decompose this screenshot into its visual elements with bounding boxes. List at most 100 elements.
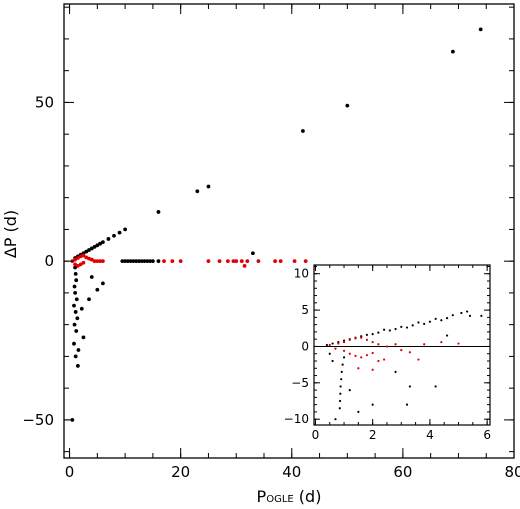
data-point-red bbox=[348, 352, 351, 355]
data-point-red bbox=[334, 347, 337, 350]
inset-background bbox=[314, 265, 490, 425]
data-point-black bbox=[100, 281, 105, 286]
data-point-red bbox=[256, 259, 261, 264]
data-point-red bbox=[371, 351, 374, 355]
data-point-black bbox=[405, 403, 409, 406]
data-point-red bbox=[423, 343, 426, 346]
data-point-black bbox=[417, 321, 420, 324]
main-x-tick-label: 80 bbox=[504, 463, 520, 481]
data-point-black bbox=[466, 310, 469, 313]
data-point-red bbox=[417, 358, 420, 361]
main-y-tick-label: −50 bbox=[22, 411, 54, 429]
data-point-red bbox=[162, 259, 166, 264]
data-point-black bbox=[388, 329, 391, 332]
data-point-red bbox=[457, 342, 460, 345]
data-point-black bbox=[95, 287, 100, 292]
data-point-black bbox=[73, 354, 78, 359]
data-point-red bbox=[73, 262, 78, 267]
data-point-black bbox=[73, 291, 78, 295]
data-point-black bbox=[87, 297, 91, 302]
data-point-black bbox=[125, 259, 130, 264]
data-point-black bbox=[411, 324, 414, 327]
data-point-red bbox=[98, 259, 103, 264]
data-point-red bbox=[342, 340, 346, 344]
data-point-black bbox=[73, 271, 78, 276]
data-point-red bbox=[81, 253, 86, 258]
data-point-red bbox=[75, 256, 80, 260]
data-point-red bbox=[73, 257, 78, 262]
data-point-black bbox=[137, 259, 141, 264]
x-axis-title-unit: (d) bbox=[294, 487, 322, 506]
data-point-red bbox=[394, 343, 397, 346]
data-point-black bbox=[206, 184, 211, 189]
data-point-black bbox=[72, 341, 76, 346]
data-point-red bbox=[348, 338, 351, 342]
data-point-black bbox=[89, 246, 94, 251]
data-point-black bbox=[300, 129, 305, 133]
data-point-red bbox=[360, 336, 363, 339]
data-point-black bbox=[440, 319, 443, 322]
data-point-red bbox=[354, 354, 357, 358]
main-x-tick-label: 20 bbox=[171, 463, 190, 481]
data-point-red bbox=[408, 351, 411, 354]
data-point-black bbox=[100, 240, 105, 245]
data-point-black bbox=[74, 278, 79, 283]
inset-x-tick-label: 6 bbox=[483, 428, 491, 442]
data-point-red bbox=[231, 259, 236, 264]
data-point-black bbox=[134, 259, 139, 264]
data-point-red bbox=[78, 262, 83, 267]
inset-y-tick-label: 5 bbox=[301, 303, 309, 317]
data-point-red bbox=[178, 259, 183, 264]
inset-y-tick-label: −5 bbox=[291, 376, 309, 390]
data-point-red bbox=[239, 259, 244, 264]
inset-plot-frame bbox=[313, 264, 491, 426]
data-point-black bbox=[340, 370, 343, 374]
data-point-black bbox=[81, 335, 86, 340]
data-point-black bbox=[371, 332, 374, 336]
main-x-tick-label: 0 bbox=[65, 463, 75, 481]
data-point-black bbox=[73, 265, 78, 270]
data-point-black bbox=[73, 310, 78, 314]
main-y-tick-label: 50 bbox=[35, 93, 54, 111]
data-point-black bbox=[95, 243, 100, 248]
data-point-black bbox=[250, 251, 255, 256]
data-point-red bbox=[385, 345, 389, 348]
data-point-black bbox=[331, 342, 334, 345]
data-point-red bbox=[81, 260, 86, 265]
data-point-black bbox=[423, 322, 426, 326]
data-point-black bbox=[156, 210, 161, 214]
data-point-red bbox=[400, 348, 403, 352]
inset-x-tick-label: 4 bbox=[426, 428, 434, 442]
data-point-black bbox=[468, 314, 472, 318]
main-plot-frame bbox=[63, 3, 515, 459]
data-point-black bbox=[145, 259, 150, 264]
data-point-black bbox=[76, 348, 81, 352]
data-point-black bbox=[156, 259, 161, 264]
data-point-black bbox=[394, 370, 397, 374]
data-point-black bbox=[75, 364, 80, 368]
x-axis-title-main: P bbox=[257, 487, 267, 506]
data-point-black bbox=[383, 328, 386, 331]
data-point-black bbox=[98, 241, 103, 246]
data-point-red bbox=[225, 259, 230, 264]
inset-x-tick-label: 0 bbox=[312, 428, 320, 442]
data-point-black bbox=[331, 359, 334, 363]
data-point-black bbox=[450, 49, 455, 54]
data-point-black bbox=[89, 275, 94, 279]
data-point-red bbox=[100, 259, 105, 264]
data-point-red bbox=[365, 354, 369, 357]
inset-x-tick-label: 2 bbox=[369, 428, 377, 442]
data-point-red bbox=[365, 338, 369, 342]
data-point-black bbox=[338, 399, 342, 403]
data-point-black bbox=[339, 385, 342, 388]
data-point-black bbox=[480, 314, 483, 318]
data-point-red bbox=[342, 349, 346, 352]
data-point-black bbox=[338, 407, 341, 410]
data-point-red bbox=[245, 259, 250, 264]
data-point-black bbox=[340, 378, 343, 381]
data-point-black bbox=[72, 322, 77, 327]
data-point-red bbox=[303, 259, 308, 264]
data-point-black bbox=[128, 259, 133, 264]
